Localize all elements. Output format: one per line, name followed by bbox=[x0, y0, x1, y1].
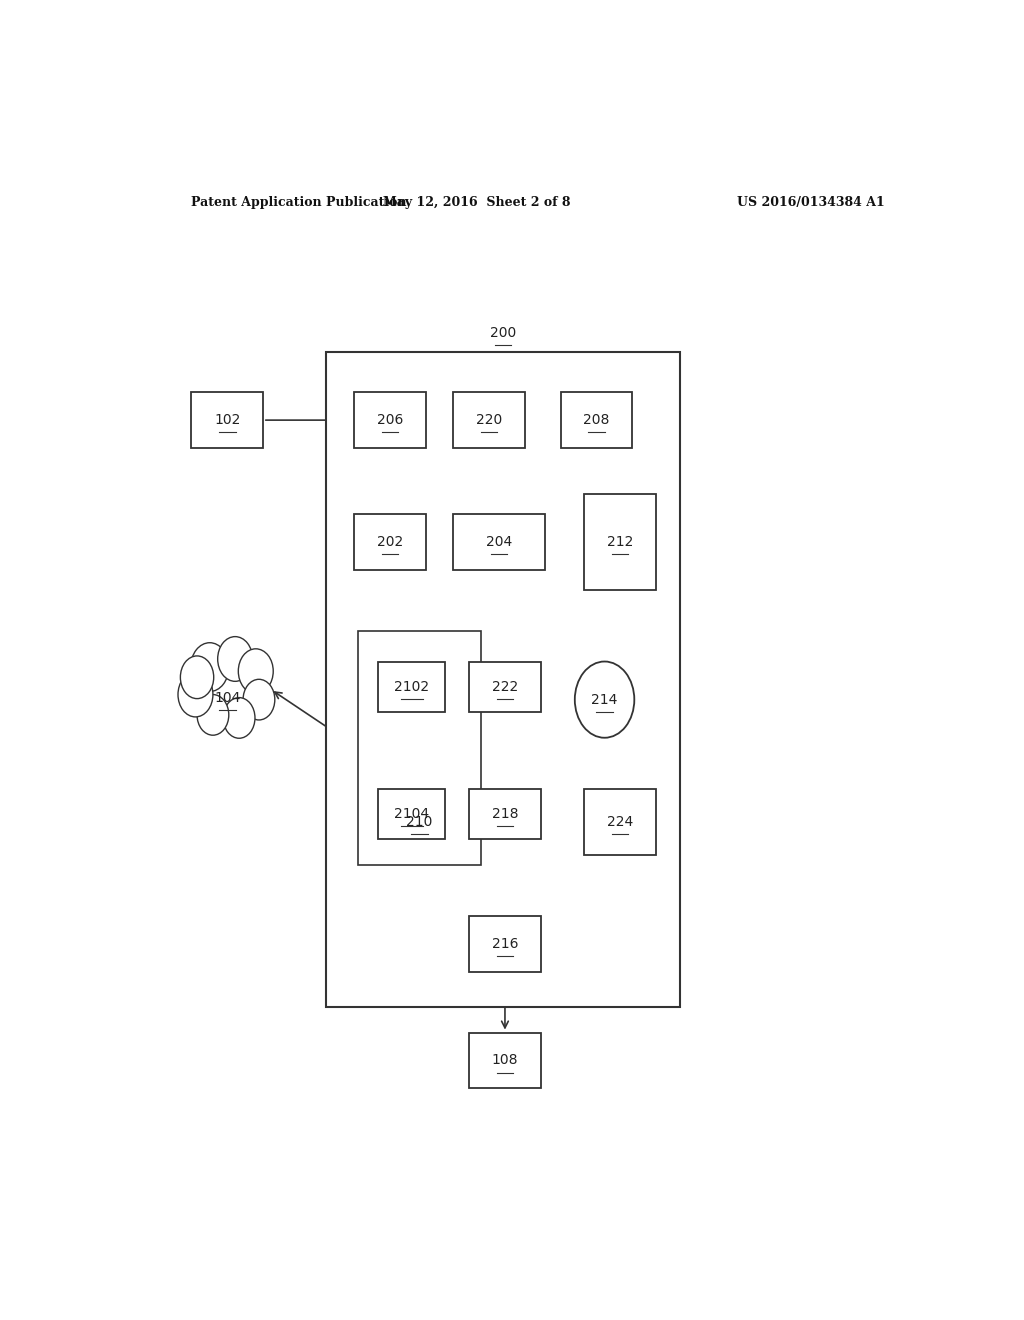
Circle shape bbox=[197, 694, 228, 735]
Text: 202: 202 bbox=[377, 535, 403, 549]
Text: 210: 210 bbox=[407, 816, 433, 829]
Text: 200: 200 bbox=[489, 326, 516, 341]
Text: 214: 214 bbox=[592, 693, 617, 706]
Text: 204: 204 bbox=[485, 535, 512, 549]
Bar bbox=[469, 661, 541, 713]
Text: 220: 220 bbox=[476, 413, 502, 428]
Bar bbox=[585, 788, 655, 854]
Text: 216: 216 bbox=[492, 937, 518, 950]
Text: 104: 104 bbox=[214, 690, 241, 705]
Bar bbox=[354, 515, 426, 570]
Text: 224: 224 bbox=[607, 814, 633, 829]
Bar bbox=[469, 916, 541, 972]
Ellipse shape bbox=[574, 661, 634, 738]
Circle shape bbox=[180, 656, 214, 698]
Text: 218: 218 bbox=[492, 807, 518, 821]
Bar bbox=[378, 661, 445, 713]
Text: 206: 206 bbox=[377, 413, 403, 428]
Text: 2104: 2104 bbox=[394, 807, 429, 821]
Bar bbox=[469, 788, 541, 840]
Text: 2102: 2102 bbox=[394, 680, 429, 694]
Bar bbox=[191, 392, 263, 447]
Bar bbox=[454, 515, 545, 570]
Text: 222: 222 bbox=[492, 680, 518, 694]
Bar bbox=[585, 494, 655, 590]
Text: 208: 208 bbox=[583, 413, 609, 428]
Text: Patent Application Publication: Patent Application Publication bbox=[191, 195, 407, 209]
Bar bbox=[327, 351, 680, 1007]
Bar bbox=[560, 392, 632, 447]
Circle shape bbox=[178, 672, 213, 717]
Bar bbox=[469, 1032, 541, 1089]
Circle shape bbox=[218, 636, 253, 681]
Circle shape bbox=[223, 697, 255, 738]
Bar bbox=[454, 392, 524, 447]
Text: 108: 108 bbox=[492, 1053, 518, 1068]
Circle shape bbox=[190, 643, 228, 692]
Circle shape bbox=[243, 680, 274, 719]
Circle shape bbox=[239, 649, 273, 693]
Text: May 12, 2016  Sheet 2 of 8: May 12, 2016 Sheet 2 of 8 bbox=[383, 195, 571, 209]
Bar bbox=[358, 631, 481, 865]
Bar bbox=[354, 392, 426, 447]
Text: 102: 102 bbox=[214, 413, 241, 428]
Text: Fig. 2: Fig. 2 bbox=[473, 1061, 537, 1085]
Text: US 2016/0134384 A1: US 2016/0134384 A1 bbox=[736, 195, 885, 209]
Text: 212: 212 bbox=[607, 535, 633, 549]
Bar bbox=[378, 788, 445, 840]
